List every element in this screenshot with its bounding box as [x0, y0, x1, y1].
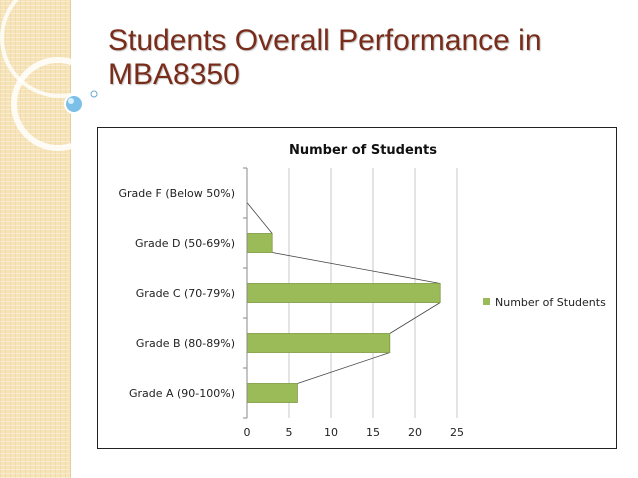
x-tick-labels: 0 5 10 15 20 25	[244, 426, 465, 439]
category-label: Grade A (90-100%)	[129, 387, 235, 400]
series-line	[389, 302, 441, 334]
category-label: Grade D (50-69%)	[135, 237, 235, 250]
series-line	[272, 252, 441, 284]
slide-title: Students Overall Performance in MBA8350	[108, 24, 542, 91]
series-line	[246, 202, 273, 234]
bar	[246, 333, 391, 353]
category-label: Grade F (Below 50%)	[119, 187, 235, 200]
x-tick-label: 15	[366, 426, 380, 439]
x-tick-label: 25	[450, 426, 464, 439]
x-tick-label: 20	[408, 426, 422, 439]
decorative-side-band	[0, 0, 71, 478]
bar	[246, 383, 298, 403]
category-label: Grade B (80-89%)	[136, 337, 235, 350]
chart-title: Number of Students	[289, 143, 437, 158]
category-labels: Grade A (90-100%) Grade B (80-89%) Grade C…	[119, 187, 235, 400]
decorative-circles-graphic	[0, 0, 110, 151]
chart-frame: Number of Students Grade A (90-100%) Grad…	[97, 127, 617, 449]
x-tick-label: 0	[244, 426, 251, 439]
bars	[246, 233, 441, 403]
category-label: Grade C (70-79%)	[136, 287, 235, 300]
bar	[246, 233, 273, 253]
legend: Number of Students	[483, 296, 606, 309]
series-lines	[246, 202, 441, 384]
legend-swatch	[483, 298, 490, 305]
legend-label: Number of Students	[495, 296, 606, 309]
x-tick-label: 10	[324, 426, 338, 439]
bar-chart: Number of Students Grade A (90-100%)Grad…	[119, 143, 607, 439]
x-tick-label: 5	[286, 426, 293, 439]
axes	[243, 167, 248, 419]
series-line	[297, 352, 390, 384]
bar	[246, 283, 441, 303]
